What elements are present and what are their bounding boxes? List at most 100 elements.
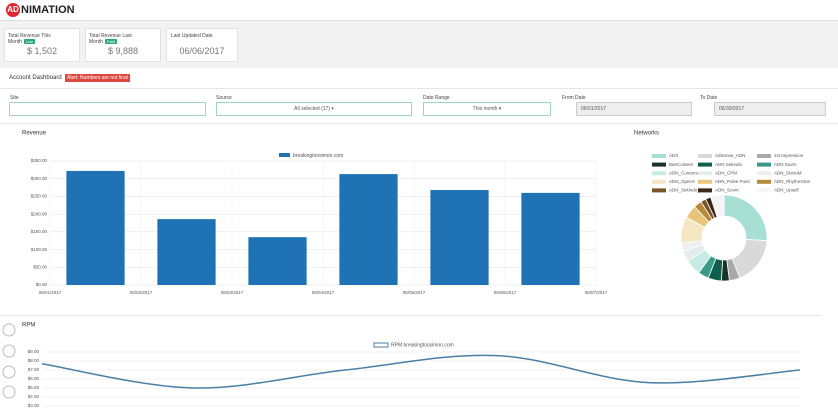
x-tick-label: 06/03/2017 <box>221 290 244 295</box>
legend-label: ADN Sovrn <box>774 162 797 167</box>
legend-label: ADN_RhythmOne <box>774 179 811 184</box>
source-select[interactable]: All selected (17) ▾ <box>216 102 412 116</box>
y-tick-label: $0.00 <box>36 282 48 287</box>
x-tick-label: 06/05/2017 <box>403 290 426 295</box>
side-button[interactable] <box>2 344 16 358</box>
dashboard-title: Account Dashboard <box>9 75 62 81</box>
legend-label: ADN_DistroM <box>774 170 802 175</box>
divider <box>0 315 820 316</box>
pie-slice <box>723 194 768 242</box>
legend-swatch <box>698 154 712 158</box>
stat-label: Last Updated Date <box>171 33 213 39</box>
y-tick-label: $250.00 <box>31 194 48 199</box>
x-tick-label: 06/04/2017 <box>312 290 335 295</box>
legend-swatch <box>652 179 666 184</box>
legend-label: ADN_Sekindo_HB <box>669 188 706 193</box>
legend-label: ADN_Conversant <box>669 170 705 175</box>
stat-value: $ 1,502 <box>26 46 58 56</box>
y-tick-label: $4.00 <box>28 394 40 399</box>
legend-swatch <box>698 188 712 193</box>
y-tick-label: $9.00 <box>28 349 40 354</box>
bar <box>521 192 580 285</box>
x-tick-label: 06/02/2017 <box>130 290 153 295</box>
legend-swatch <box>757 171 771 176</box>
y-tick-label: $7.00 <box>28 367 40 372</box>
y-tick-label: $6.00 <box>28 376 40 381</box>
bar <box>339 174 398 285</box>
divider <box>0 88 838 89</box>
stat-label: Total Revenue Last Month <box>89 33 132 45</box>
legend-swatch <box>757 188 771 193</box>
from-date[interactable]: 06/01/2017 <box>576 102 692 116</box>
legend-label: ADN_CPM <box>715 170 737 175</box>
bar <box>66 170 125 285</box>
filter-label: Date Range <box>423 95 450 101</box>
legend-label: 1st Impression <box>774 153 804 158</box>
legend-swatch <box>279 153 290 157</box>
legend-label: AdSense_ADN <box>715 153 745 158</box>
legend-label: breakingtoosimon.com <box>293 153 343 159</box>
stat-badge: Paid <box>104 39 117 44</box>
y-tick-label: $300.00 <box>31 176 48 181</box>
legend-swatch <box>652 171 666 176</box>
y-tick-label: $150.00 <box>31 229 48 234</box>
side-buttons <box>2 323 16 399</box>
legend-label: RPM breakingtoosimon.com <box>391 342 454 348</box>
stat-card: Total Revenue This Month Live $ 1,502 <box>4 28 80 62</box>
stat-label: Total Revenue This Month <box>8 33 51 45</box>
chart-title: RPM <box>22 323 35 329</box>
x-tick-label: 06/06/2017 <box>494 290 517 295</box>
x-tick-label: 06/01/2017 <box>39 290 62 295</box>
bar <box>157 219 216 285</box>
y-tick-label: $8.00 <box>28 358 40 363</box>
legend-swatch <box>373 342 389 348</box>
side-button[interactable] <box>2 323 16 337</box>
line <box>41 354 801 389</box>
legend-swatch <box>652 162 666 167</box>
y-tick-label: $3.00 <box>28 403 40 408</box>
filter-label: Site <box>10 95 19 101</box>
legend-label: ADN_Upsell <box>774 188 799 193</box>
filter-label: Source <box>216 95 232 101</box>
pie-slice <box>710 194 725 218</box>
legend-swatch <box>652 188 666 193</box>
legend-label: ADN Sekindo <box>715 162 743 167</box>
logo-text: NIMATION <box>21 4 75 16</box>
legend-label: ADN_Sovrn <box>715 188 739 193</box>
legend-swatch <box>698 179 712 184</box>
side-button[interactable] <box>2 385 16 399</box>
bar <box>430 190 489 285</box>
range-select[interactable]: This month ▾ <box>423 102 551 116</box>
x-tick-label: 06/07/2017 <box>585 290 608 295</box>
site-input[interactable] <box>9 102 206 116</box>
legend-swatch <box>698 171 712 176</box>
legend-label: BeeContent <box>669 162 694 167</box>
y-tick-label: $200.00 <box>31 211 48 216</box>
to-date[interactable]: 06/30/2017 <box>714 102 826 116</box>
legend-label: ADN_Pulse Point <box>715 179 751 184</box>
side-button[interactable] <box>2 365 16 379</box>
stat-card: Last Updated Date 06/06/2017 <box>166 28 238 62</box>
legend-swatch <box>757 179 771 184</box>
y-tick-label: $350.00 <box>31 158 48 163</box>
stat-card: Total Revenue Last Month Paid $ 9,888 <box>85 28 161 62</box>
stat-value: $ 9,888 <box>107 46 139 56</box>
alert-badge: Alert: Numbers are not final <box>65 74 130 82</box>
y-tick-label: $5.00 <box>28 385 40 390</box>
legend-label: ADN_OpenX <box>669 179 695 184</box>
filter-label: To Date <box>700 95 718 101</box>
bar <box>248 237 307 285</box>
logo-mark: AD <box>6 3 20 17</box>
legend-label: ADX <box>669 153 678 158</box>
top-bar: AD NIMATION <box>0 0 838 21</box>
legend-swatch <box>757 162 771 167</box>
y-tick-label: $50.00 <box>33 264 47 269</box>
stat-value: 06/06/2017 <box>179 46 225 56</box>
chart-title: Revenue <box>22 131 47 137</box>
chart-title: Networks <box>634 131 659 137</box>
y-tick-label: $100.00 <box>31 247 48 252</box>
filter-label: From Date <box>562 95 586 101</box>
legend-swatch <box>698 162 712 167</box>
